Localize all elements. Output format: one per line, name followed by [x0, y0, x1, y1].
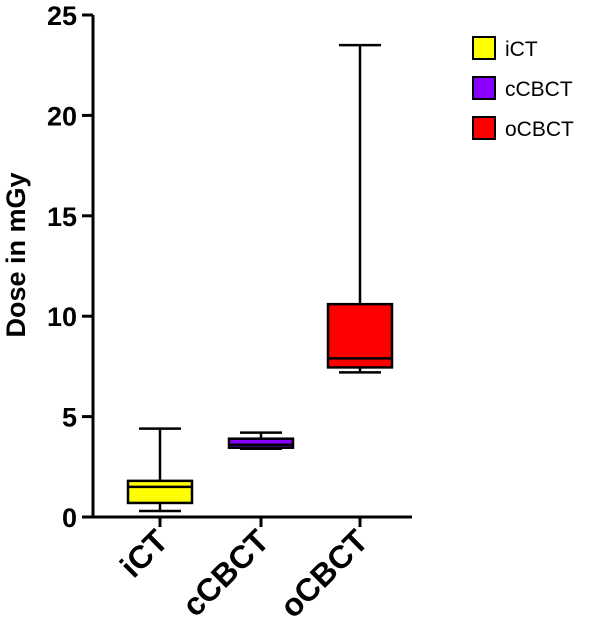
y-axis-title: Dose in mGy — [1, 172, 31, 337]
legend-label: oCBCT — [505, 118, 574, 141]
legend-label: cCBCT — [505, 78, 573, 101]
legend-item: iCT — [472, 36, 538, 61]
legend-item: cCBCT — [472, 76, 573, 101]
y-tick-label: 10 — [47, 302, 77, 332]
legend-item: oCBCT — [472, 116, 574, 141]
x-category-label: cCBCT — [175, 522, 276, 623]
box-iqr — [126, 479, 194, 505]
y-tick-label: 5 — [62, 403, 77, 433]
y-tick-label: 0 — [62, 503, 77, 533]
box-ict — [126, 427, 194, 513]
legend: iCT cCBCT oCBCT — [472, 36, 574, 141]
legend-label: iCT — [505, 38, 538, 61]
box-ocbct — [326, 43, 394, 374]
legend-swatch — [472, 116, 496, 140]
y-tick-label: 15 — [47, 202, 77, 232]
box-ccbct — [227, 431, 295, 450]
box-series — [126, 43, 394, 513]
box-iqr — [326, 302, 394, 369]
legend-swatch — [472, 76, 496, 100]
x-category-label: oCBCT — [273, 522, 375, 624]
x-category-label: iCT — [113, 522, 175, 584]
y-tick-label: 25 — [47, 1, 77, 31]
legend-swatch — [472, 36, 496, 60]
box-iqr — [227, 437, 295, 449]
y-tick-label: 20 — [47, 101, 77, 131]
